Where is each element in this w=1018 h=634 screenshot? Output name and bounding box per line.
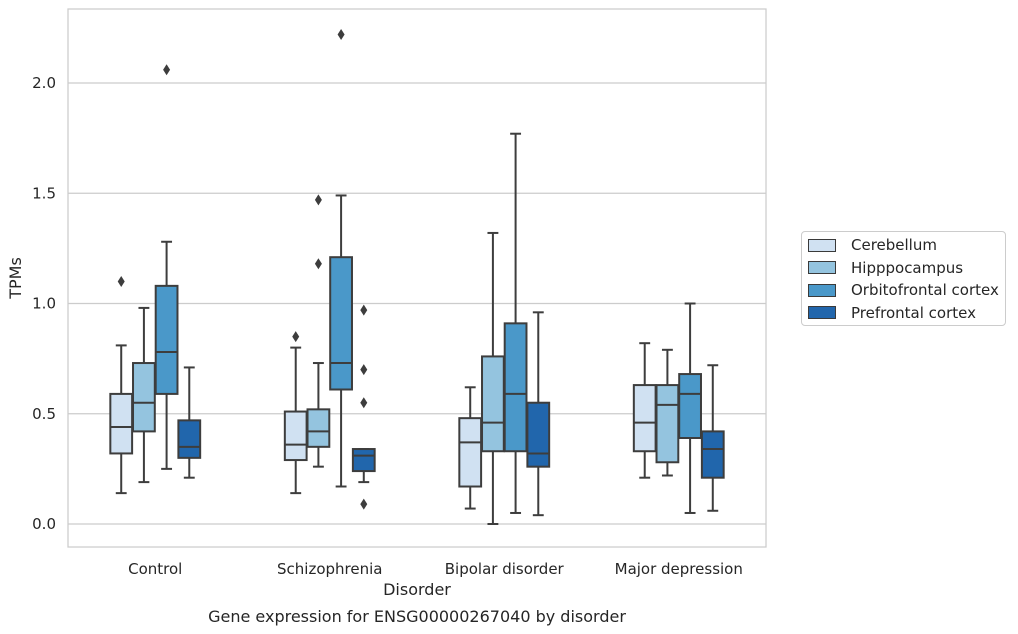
x-tick-label: Control [128,560,182,578]
y-tick-label: 0.5 [32,405,56,423]
legend-item: Orbitofrontal cortex [808,280,999,300]
outlier-point [360,498,368,510]
iqr-box [177,419,202,459]
box-orbitofrontal-cortex [329,28,353,488]
box-cerebellum [458,386,483,510]
iqr-box [503,322,528,453]
box-plots [109,28,725,525]
box-orbitofrontal-cortex [503,132,528,514]
box-orbitofrontal-cortex [154,64,179,470]
legend-label: Orbitofrontal cortex [851,281,999,299]
y-tick-labels: 0.0 0.5 1.0 1.5 2.0 [32,74,56,533]
legend-swatch [808,283,836,297]
legend-label: Hipppocampus [851,258,964,277]
iqr-box [700,430,725,479]
box-prefrontal-cortex [700,364,725,512]
x-tick-label: Major depression [615,560,743,578]
iqr-box [655,384,680,464]
iqr-box [109,392,134,455]
iqr-box [132,362,156,433]
iqr-box [306,408,331,448]
legend: Cerebellum Hipppocampus Orbitofrontal cort… [801,231,1006,326]
iqr-box [481,355,505,453]
x-tick-labels: Control Schizophrenia Bipolar disorder Majo… [128,560,743,578]
box-cerebellum [632,342,657,479]
box-hipppocampus [306,194,331,468]
outlier-point [314,194,322,206]
legend-label: Cerebellum [851,236,937,254]
y-tick-label: 2.0 [32,74,56,92]
iqr-box [283,410,308,462]
x-tick-label: Schizophrenia [277,560,382,578]
legend-swatch [808,238,836,252]
y-axis-title: TPMs [6,257,25,300]
outlier-point [360,397,368,409]
legend-swatch [808,306,836,319]
outlier-point [292,331,300,343]
iqr-box [329,256,353,391]
outlier-point [117,275,125,287]
iqr-box [526,401,551,468]
outlier-point [163,64,171,76]
box-prefrontal-cortex [526,311,551,517]
y-tick-label: 1.5 [32,184,56,202]
outlier-point [360,304,368,316]
plot-area-frame [67,8,767,548]
legend-label: Prefrontal cortex [851,303,976,322]
box-cerebellum [109,275,134,495]
x-tick-label: Bipolar disorder [445,560,565,578]
legend-swatch [808,261,836,274]
box-prefrontal-cortex [177,366,202,479]
outlier-point [314,258,322,270]
x-axis-title: Disorder [383,580,451,599]
box-cerebellum [283,331,308,495]
box-orbitofrontal-cortex [678,302,702,514]
box-prefrontal-cortex [351,304,376,510]
iqr-box [632,384,657,453]
box-hipppocampus [132,306,156,484]
legend-item: Prefrontal cortex [808,303,976,323]
legend-item: Hipppocampus [808,258,963,278]
box-hipppocampus [655,348,680,477]
iqr-box [154,284,179,395]
chart-title: Gene expression for ENSG00000267040 by d… [208,607,626,626]
iqr-box [458,417,483,488]
outlier-point [337,28,345,40]
y-tick-label: 1.0 [32,295,56,313]
box-hipppocampus [481,231,505,525]
iqr-box [678,373,702,440]
legend-item: Cerebellum [808,235,937,255]
outlier-point [360,364,368,376]
y-tick-label: 0.0 [32,515,56,533]
iqr-box [351,448,376,473]
